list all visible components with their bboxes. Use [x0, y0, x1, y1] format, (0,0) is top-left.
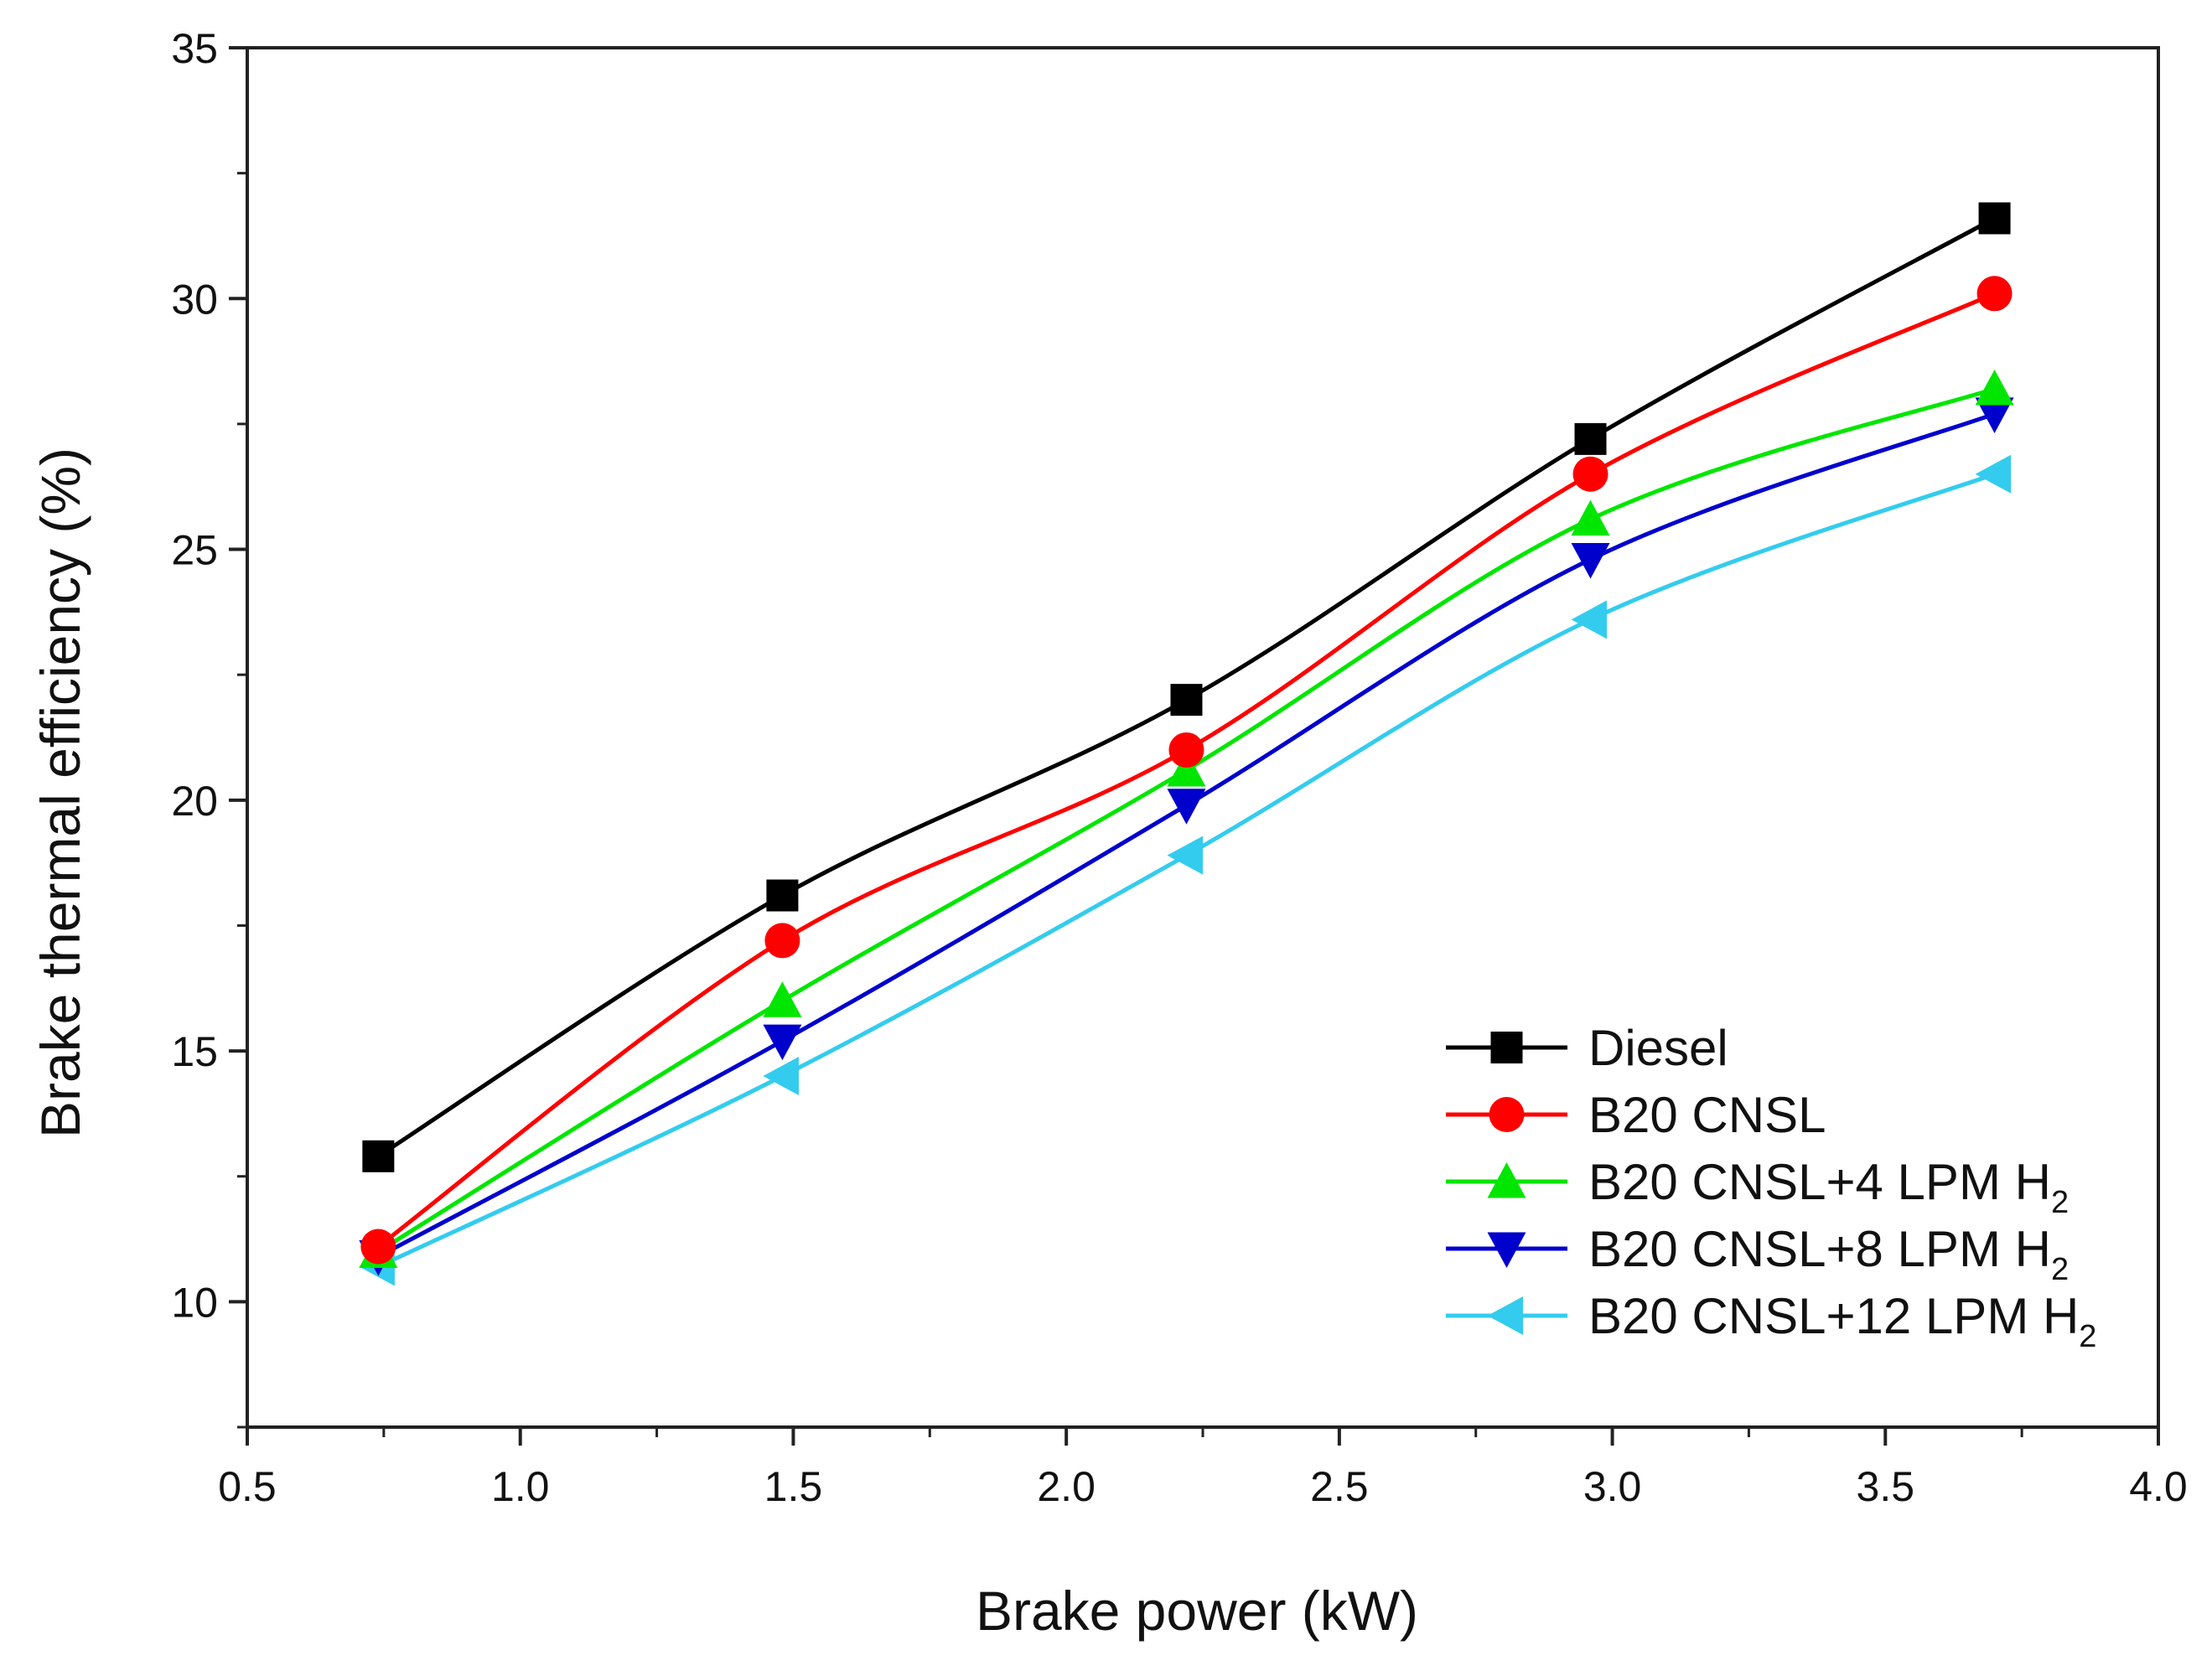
- data-point-2-3: [1571, 499, 1610, 536]
- data-point-1-2: [1168, 732, 1204, 768]
- data-point-0-2: [1170, 684, 1203, 717]
- data-point-3-4: [1975, 397, 2014, 433]
- data-point-4-1: [763, 1057, 799, 1096]
- y-tick-label-1: 15: [171, 1028, 218, 1075]
- legend-item-0: Diesel: [1446, 1020, 1728, 1076]
- axes: 0.5 1.0 1.5 2.0 2.5 3.0 3.5 4.0 10 15 20 25 30 35: [171, 25, 2187, 1510]
- data-point-4-3: [1571, 600, 1608, 639]
- x-tick-label-1: 1.0: [491, 1463, 550, 1510]
- legend-marker-3: [1487, 1232, 1526, 1268]
- data-point-0-3: [1574, 422, 1607, 455]
- y-tick-label-3: 25: [171, 527, 218, 574]
- y-tick-label-0: 10: [171, 1279, 218, 1326]
- series-1: [360, 276, 2013, 1265]
- data-point-0-0: [362, 1140, 395, 1172]
- data-point-3-1: [763, 1024, 802, 1061]
- series-layer: [359, 202, 2014, 1286]
- legend-item-2: B20 CNSL+4 LPM H2: [1446, 1154, 2069, 1220]
- series-3: [359, 397, 2014, 1276]
- y-tick-label-5: 35: [171, 25, 218, 72]
- data-point-0-4: [1978, 202, 2011, 235]
- y-tick-label-2: 20: [171, 778, 218, 825]
- x-tick-label-7: 4.0: [2129, 1463, 2188, 1510]
- legend-item-3: B20 CNSL+8 LPM H2: [1446, 1221, 2069, 1287]
- data-point-1-4: [1976, 276, 2013, 312]
- legend-marker-2: [1487, 1162, 1526, 1198]
- legend-marker-0: [1490, 1032, 1523, 1063]
- legend-marker-1: [1489, 1097, 1525, 1132]
- legend-label-1: B20 CNSL: [1588, 1087, 1826, 1143]
- data-point-1-3: [1572, 456, 1608, 492]
- legend-item-4: B20 CNSL+12 LPM H2: [1446, 1288, 2096, 1354]
- data-point-4-4: [1975, 454, 2012, 494]
- legend-label-3: B20 CNSL+8 LPM H2: [1588, 1221, 2069, 1287]
- legend-label-0: Diesel: [1588, 1020, 1728, 1076]
- x-tick-label-0: 0.5: [218, 1463, 277, 1510]
- series-line-4: [377, 472, 1996, 1269]
- legend-label-2: B20 CNSL+4 LPM H2: [1588, 1154, 2069, 1220]
- x-tick-label-4: 2.5: [1310, 1463, 1369, 1510]
- x-tick-label-5: 3.0: [1583, 1463, 1642, 1510]
- legend-marker-4: [1487, 1296, 1524, 1335]
- data-point-2-2: [1167, 750, 1206, 787]
- data-point-1-0: [360, 1229, 396, 1265]
- data-point-3-3: [1571, 542, 1610, 579]
- x-tick-label-6: 3.5: [1857, 1463, 1915, 1510]
- legend-label-4: B20 CNSL+12 LPM H2: [1588, 1288, 2096, 1354]
- data-point-0-1: [766, 879, 799, 912]
- data-point-2-4: [1975, 370, 2014, 406]
- legend-item-1: B20 CNSL: [1446, 1087, 1826, 1143]
- y-axis-title: Brake thermal efficiency (%): [29, 447, 91, 1138]
- x-tick-label-3: 2.0: [1037, 1463, 1096, 1510]
- x-tick-label-2: 1.5: [764, 1463, 823, 1510]
- data-point-3-2: [1167, 789, 1206, 825]
- x-axis-title: Brake power (kW): [976, 1580, 1418, 1642]
- data-point-4-2: [1167, 836, 1204, 875]
- data-point-2-1: [763, 981, 802, 1017]
- series-0: [362, 202, 2011, 1172]
- data-point-1-1: [764, 923, 800, 959]
- y-tick-label-4: 30: [171, 276, 218, 323]
